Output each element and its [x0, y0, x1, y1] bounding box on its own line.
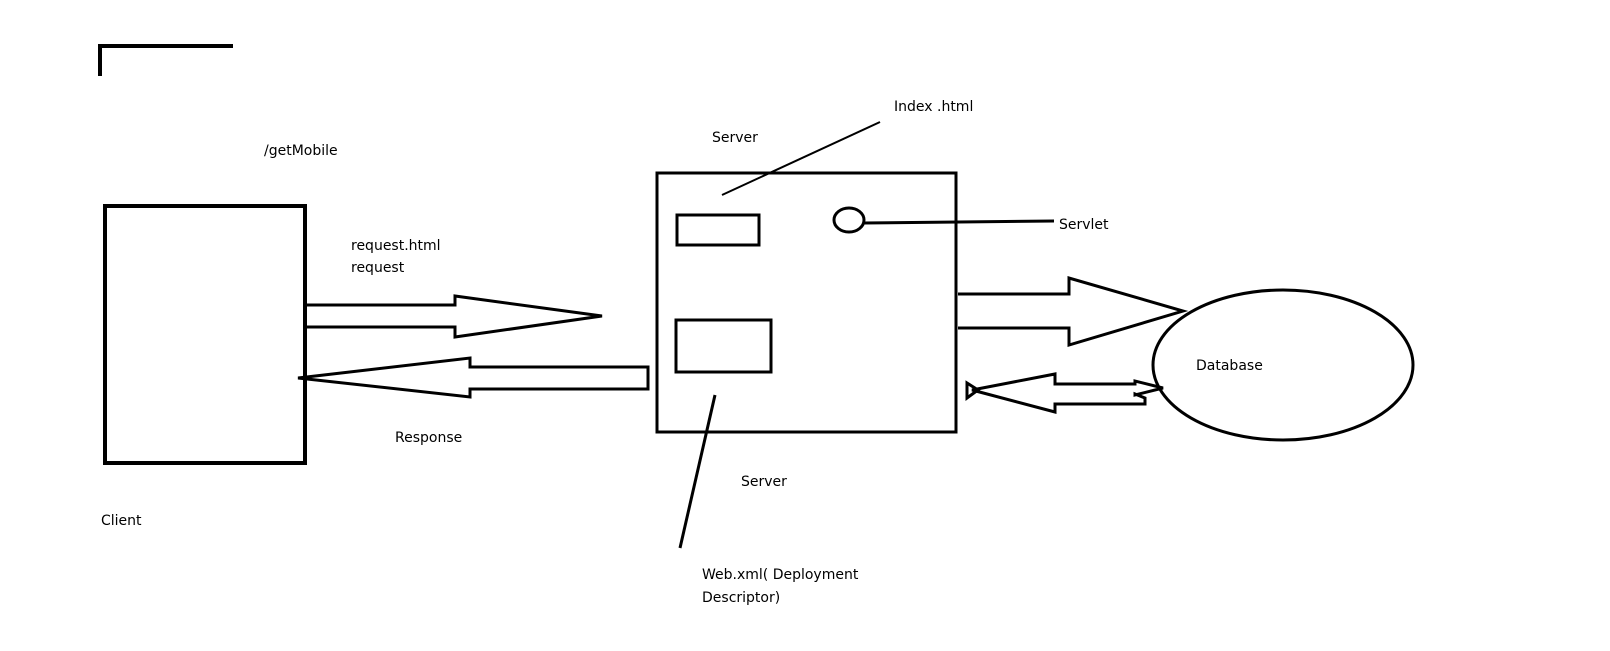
client-box: [103, 204, 307, 465]
web-xml-rect: [674, 318, 773, 374]
server-to-database-arrow: [958, 276, 1189, 348]
database-ellipse: [1151, 288, 1415, 442]
corner-bracket: [98, 44, 233, 76]
web-xml-label-line-2: Descriptor): [702, 590, 781, 606]
servlet-circle: [832, 206, 866, 234]
response-label: Response: [395, 430, 463, 446]
request-label: request: [351, 260, 405, 276]
servlet-label: Servlet: [1059, 217, 1109, 233]
request-html-label: request.html: [351, 238, 441, 254]
server-top-label: Server: [712, 130, 758, 146]
index-html-leader-line: [721, 121, 881, 196]
index-html-rect: [675, 213, 761, 247]
server-database-bidirectional-arrow: [971, 372, 1164, 414]
servlet-leader-line: [863, 219, 1055, 225]
request-arrow: [307, 294, 603, 339]
client-label: Client: [101, 513, 142, 529]
web-xml-leader-line: [678, 394, 717, 549]
server-box: [655, 171, 958, 434]
response-arrow: [297, 356, 650, 399]
index-html-label: Index .html: [894, 99, 974, 115]
get-mobile-label: /getMobile: [264, 143, 338, 159]
database-label: Database: [1196, 358, 1263, 374]
server-bottom-label: Server: [741, 474, 787, 490]
web-xml-label-line-1: Web.xml( Deployment: [702, 567, 859, 583]
bidirectional-arrow-left-head: [965, 380, 981, 401]
